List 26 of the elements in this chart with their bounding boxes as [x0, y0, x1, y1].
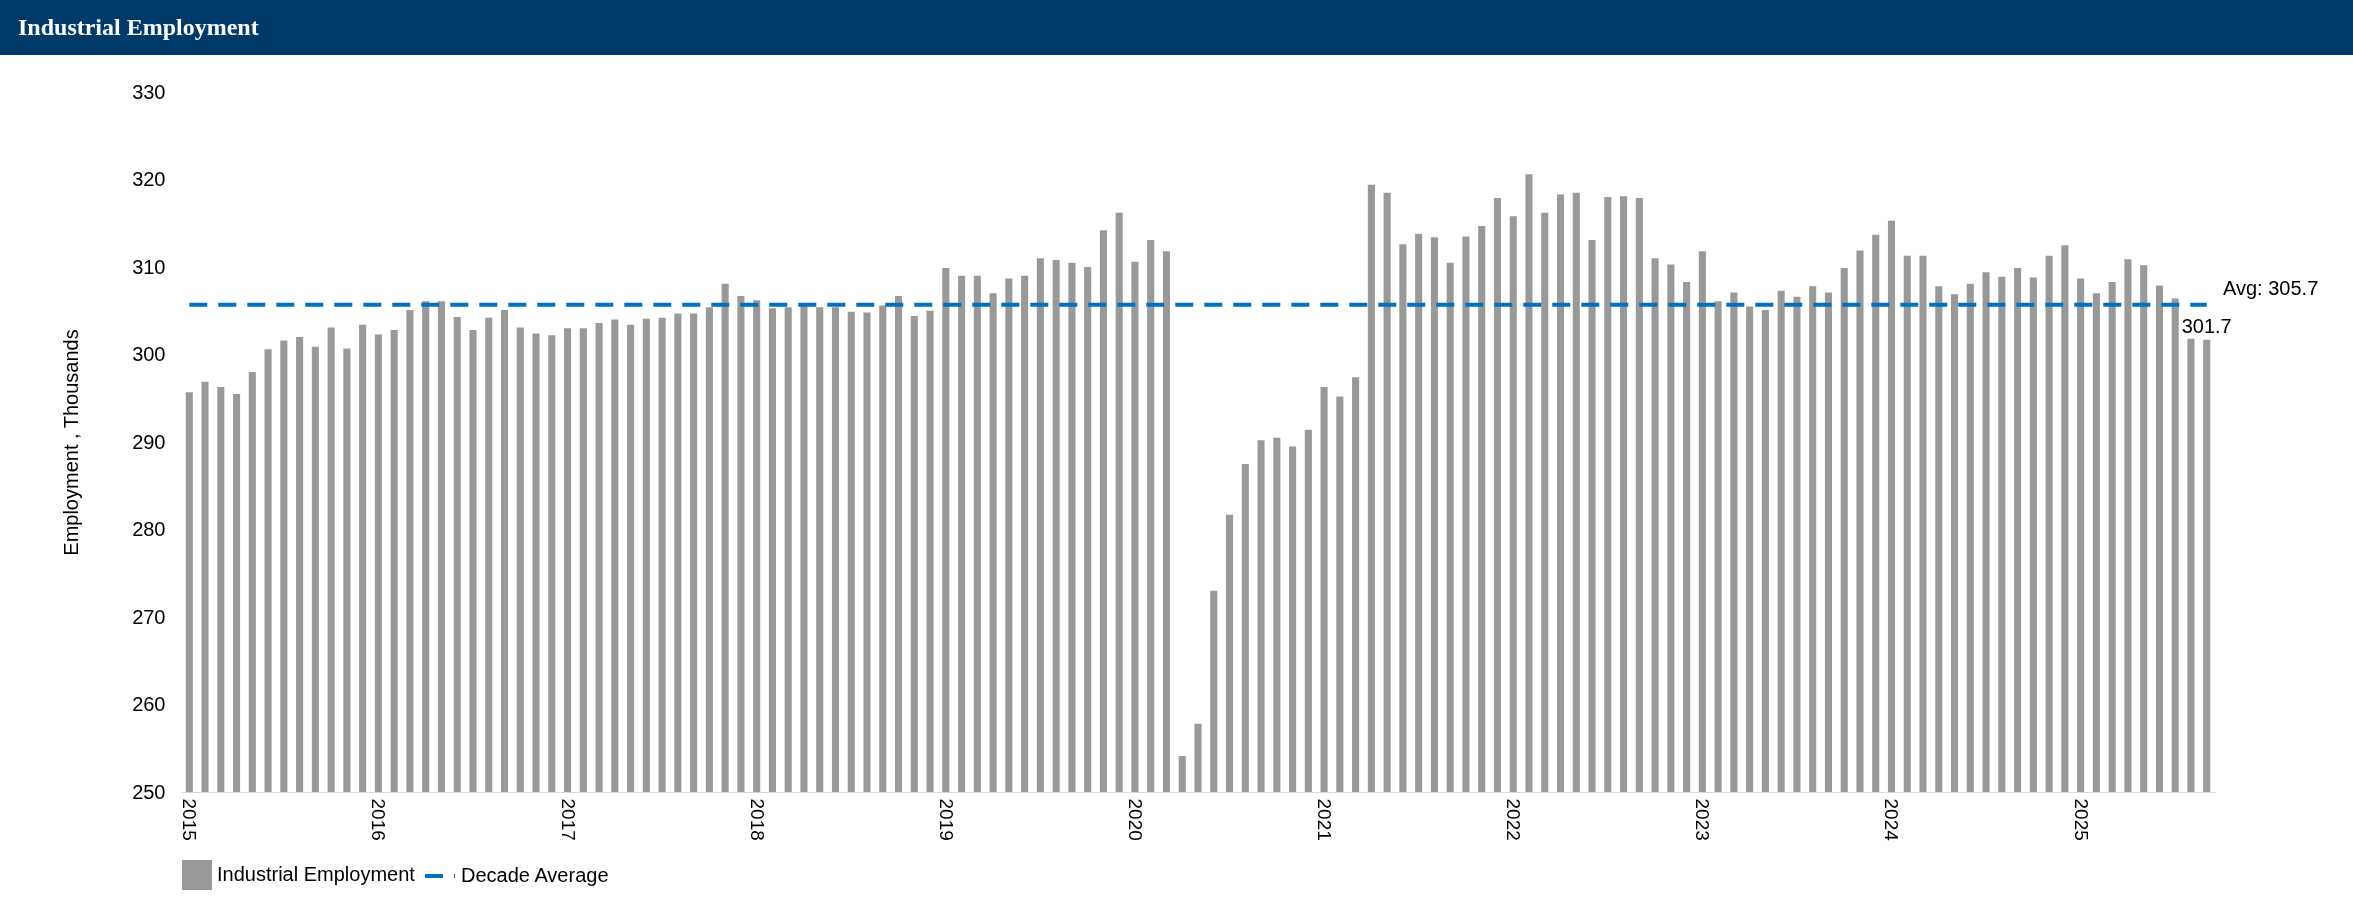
- y-tick-label: 290: [132, 430, 166, 453]
- data-label: 301.7: [2181, 314, 2232, 337]
- chart-title: Industrial Employment: [18, 13, 259, 40]
- y-tick-label: 300: [132, 343, 166, 365]
- y-tick-label: 270: [132, 605, 166, 628]
- x-tick-label: 2019: [935, 798, 957, 841]
- x-tick-label: 2018: [746, 798, 768, 841]
- x-tick-label: 2016: [368, 798, 390, 841]
- y-tick-label: 280: [132, 518, 166, 540]
- x-tick-label: 2023: [1692, 798, 1714, 841]
- legend-label: Industrial Employment: [217, 863, 416, 885]
- text: Avg: 305.7: [2223, 276, 2319, 299]
- x-tick-label: 2021: [1314, 798, 1336, 841]
- y-axis-title: Employment , Thousands: [60, 329, 83, 556]
- x-tick-label: 2024: [1881, 798, 1903, 842]
- y-tick-label: 330: [132, 80, 166, 103]
- x-tick-label: 2020: [1124, 798, 1146, 841]
- x-tick-label: 2017: [557, 798, 579, 841]
- y-tick-label: 260: [132, 693, 166, 715]
- y-tick-label: 250: [132, 780, 166, 803]
- y-tick-label: 320: [132, 168, 166, 190]
- x-tick-label: 2022: [1503, 798, 1525, 841]
- x-tick-label: 2025: [2070, 798, 2092, 841]
- legend-label: Decade Average: [461, 864, 609, 886]
- y-tick-label: 310: [132, 255, 166, 278]
- x-tick-label: 2015: [179, 798, 201, 841]
